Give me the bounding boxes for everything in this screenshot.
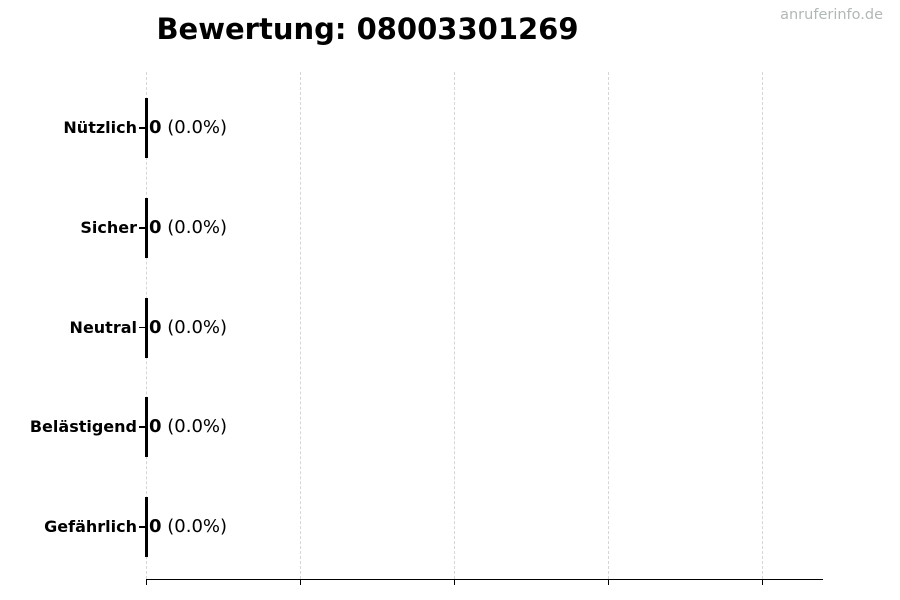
bar-zero-width [145, 397, 148, 458]
y-axis-tick [139, 326, 146, 329]
y-axis-tick [139, 127, 146, 129]
category-label: Sicher [80, 217, 137, 237]
x-gridline [454, 72, 455, 579]
x-axis-tick [146, 579, 147, 585]
value-label: 0 [149, 516, 162, 538]
bar-zero-width [145, 98, 148, 158]
x-axis-tick [300, 579, 301, 585]
category-label: Gefährlich [44, 517, 137, 537]
x-axis-tick [762, 579, 763, 585]
value-label: 0 [149, 416, 162, 438]
x-axis-line [146, 579, 823, 580]
x-gridline [608, 72, 609, 579]
category-label: Nützlich [63, 118, 137, 138]
value-label: 0 [149, 117, 162, 139]
bar-zero-width [145, 497, 148, 557]
y-axis-tick [139, 426, 146, 429]
value-percent-annotation: 0 (0.0%) [149, 216, 228, 238]
category-label: Neutral [69, 317, 137, 337]
category-label: Belästigend [29, 417, 137, 437]
value-label: 0 [149, 216, 162, 238]
watermark-anruferinfo: anruferinfo.de [780, 7, 883, 23]
value-percent-annotation: 0 (0.0%) [149, 416, 228, 438]
plot-area: 0 (0.0%) 0 (0.0%) 0 (0.0%) 0 (0.0%) 0 (0.0%) [139, 72, 823, 585]
bar-zero-width [145, 297, 148, 358]
y-axis-tick [139, 526, 146, 528]
value-percent-annotation: 0 (0.0%) [149, 117, 228, 139]
x-axis-tick [608, 579, 609, 585]
value-percent-annotation: 0 (0.0%) [149, 316, 228, 338]
x-gridline [762, 72, 763, 579]
y-axis-tick [139, 226, 146, 229]
value-percent-annotation: 0 (0.0%) [149, 516, 228, 538]
x-axis-tick [454, 579, 455, 585]
value-label: 0 [149, 316, 162, 338]
x-gridline [300, 72, 301, 579]
bar-zero-width [145, 197, 148, 258]
chart-title: Bewertung: 08003301269 [156, 12, 579, 46]
